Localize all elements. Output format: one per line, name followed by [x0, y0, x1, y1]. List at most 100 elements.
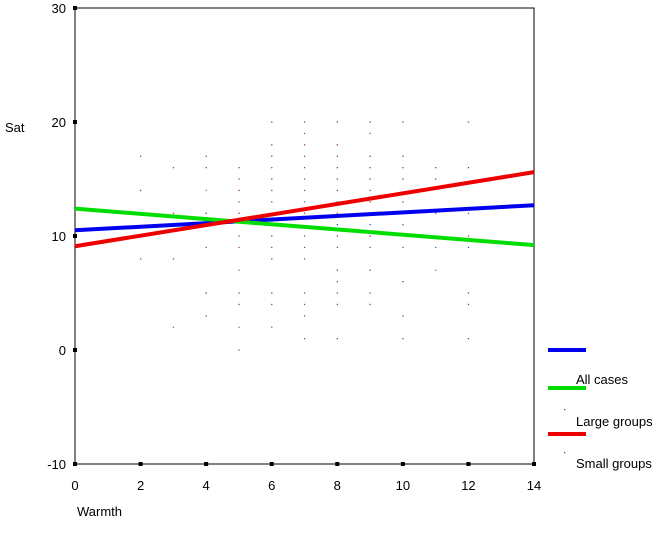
data-point [435, 246, 437, 249]
data-point [271, 303, 273, 306]
data-point [402, 281, 404, 283]
data-point [467, 121, 470, 123]
y-tick-mark [73, 234, 77, 238]
data-point [238, 326, 240, 328]
data-point [467, 167, 470, 169]
data-point [238, 292, 240, 294]
data-point [336, 121, 338, 123]
y-axis-title: Sat [5, 120, 25, 135]
data-point [303, 144, 306, 146]
data-point [467, 212, 470, 214]
data-point [238, 349, 240, 351]
x-axis-title: Warmth [77, 504, 122, 519]
data-point [402, 246, 404, 249]
data-point [336, 201, 338, 203]
y-tick-mark [73, 6, 77, 10]
data-point [238, 178, 240, 180]
data-point [205, 167, 207, 169]
data-point [271, 246, 273, 249]
data-point [336, 338, 338, 340]
legend: All cases Large groups Small groups [548, 348, 653, 471]
data-point [303, 258, 306, 260]
fit-line-2 [74, 206, 535, 248]
data-point [205, 189, 207, 192]
data-point [271, 155, 273, 157]
x-tick-label: 6 [268, 478, 275, 493]
x-tick-mark [204, 462, 209, 466]
data-point [435, 167, 437, 169]
data-point [467, 292, 470, 294]
fit-lines [74, 170, 535, 249]
fit-line-1 [74, 203, 535, 233]
data-point [336, 281, 338, 283]
data-point [369, 246, 371, 249]
data-point [172, 326, 175, 328]
data-point [402, 178, 404, 180]
data-point [238, 303, 240, 306]
y-tick-label: 10 [52, 229, 66, 244]
data-point [435, 178, 437, 180]
y-tick-mark [73, 348, 77, 352]
legend-label-small-groups: Small groups [576, 456, 652, 471]
data-point [238, 189, 240, 192]
x-tick-label: 12 [461, 478, 475, 493]
data-point [369, 189, 371, 192]
data-point [303, 155, 306, 157]
x-tick-label: 0 [71, 478, 78, 493]
data-point [271, 201, 273, 203]
y-tick-label: 0 [59, 343, 66, 358]
y-tick-label: -10 [47, 457, 66, 472]
y-tick-label: 30 [52, 1, 66, 16]
data-point [303, 121, 306, 123]
x-tick-mark [138, 462, 143, 466]
data-point [139, 189, 142, 192]
data-point [205, 292, 207, 294]
data-point [271, 167, 273, 169]
data-point [369, 155, 371, 157]
data-point [467, 235, 470, 237]
y-tick-mark [73, 120, 77, 124]
data-point [238, 212, 240, 214]
data-point [336, 212, 338, 214]
data-point [172, 258, 175, 260]
data-point [303, 212, 306, 214]
data-point [303, 189, 306, 192]
data-point [303, 292, 306, 294]
data-point [435, 269, 437, 271]
data-point [336, 303, 338, 306]
data-point [172, 212, 175, 214]
data-point [238, 201, 240, 203]
data-point [467, 303, 470, 306]
data-point [238, 167, 240, 169]
data-point [303, 338, 306, 340]
legend-marker-small [564, 452, 566, 454]
data-point [467, 338, 470, 340]
data-point [271, 292, 273, 294]
x-tick-mark [269, 462, 274, 466]
fit-line-3 [74, 170, 535, 249]
data-point [336, 235, 338, 237]
data-point [402, 155, 404, 157]
data-point [369, 235, 371, 237]
legend-label-all-cases: All cases [576, 372, 629, 387]
legend-marker-large [564, 409, 566, 411]
y-tick-mark [73, 462, 77, 466]
data-point [271, 235, 273, 237]
data-point [336, 246, 338, 249]
data-point [336, 178, 338, 180]
data-point [402, 338, 404, 340]
data-point [369, 178, 371, 180]
data-point [303, 178, 306, 180]
x-tick-mark [466, 462, 471, 466]
data-point [369, 269, 371, 271]
data-point [369, 292, 371, 294]
data-point [271, 144, 273, 146]
data-point [205, 315, 207, 317]
y-tick-label: 20 [52, 115, 66, 130]
data-point [402, 315, 404, 317]
x-axis: 0 2 4 6 8 10 12 14 [71, 462, 541, 493]
data-point [402, 121, 404, 123]
data-point [271, 121, 273, 123]
data-point [271, 258, 273, 260]
data-point [271, 189, 273, 192]
